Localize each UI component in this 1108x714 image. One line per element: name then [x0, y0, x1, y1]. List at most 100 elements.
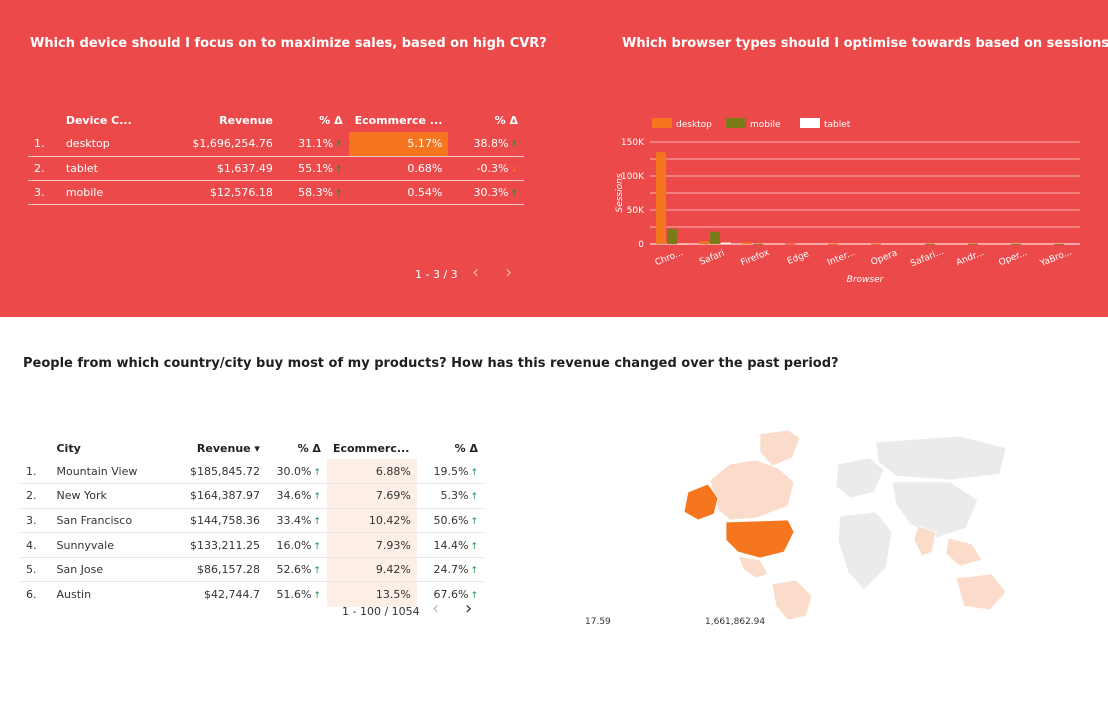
map-region-mexico[interactable] — [737, 555, 769, 579]
arrow-up-icon: ↑ — [335, 140, 343, 151]
conversion-value: 7.93% — [326, 532, 417, 558]
table-row[interactable]: 1. Mountain View $185,845.72 30.0% ↑ 6.88… — [20, 459, 484, 485]
browser-panel-title: Which browser types should I optimise to… — [622, 36, 1108, 51]
revenue-delta: 16.0% ↑ — [265, 532, 327, 558]
row-number: 3. — [28, 180, 60, 205]
legend-label: tablet — [824, 120, 851, 130]
city-name: Austin — [56, 588, 92, 602]
arrow-up-icon: ↑ — [470, 492, 478, 503]
map-region-asia[interactable] — [891, 481, 979, 539]
bar-tablet — [721, 242, 731, 244]
row-number-header — [28, 108, 60, 132]
conversion-header[interactable]: Ecommerc... — [332, 441, 410, 455]
legend-label: mobile — [750, 120, 781, 130]
row-number: 1. — [20, 459, 51, 485]
arrow-up-icon: ↑ — [313, 516, 321, 527]
revenue-delta: 52.6% ↑ — [265, 557, 327, 583]
table-row[interactable]: 2. New York $164,387.97 34.6% ↑ 7.69% 5.3… — [20, 483, 484, 509]
bar-mobile — [968, 243, 978, 245]
y-tick-label: 50K — [627, 206, 645, 216]
arrow-up-icon: ↑ — [335, 164, 343, 175]
legend-swatch — [652, 118, 672, 128]
x-tick-label: Firefox — [740, 248, 772, 269]
chevron-left-icon[interactable]: ‹ — [472, 262, 480, 283]
chevron-right-icon[interactable]: › — [465, 598, 473, 619]
revenue-value: $1,637.49 — [169, 156, 279, 181]
x-tick-label: Andr... — [955, 248, 986, 268]
map-region-australia[interactable] — [955, 573, 1007, 611]
row-number: 4. — [20, 532, 51, 558]
map-region-canada[interactable] — [709, 459, 795, 521]
device-pager-label: 1 - 3 / 3 — [415, 268, 458, 281]
revenue-header[interactable]: Revenue — [219, 113, 273, 127]
device-panel-title: Which device should I focus on to maximi… — [30, 36, 547, 51]
map-region-greenland[interactable] — [759, 429, 801, 467]
city-panel-title: People from which country/city buy most … — [23, 356, 839, 371]
bar-mobile — [753, 243, 763, 245]
x-tick-label: Chro... — [654, 248, 685, 268]
revenue-delta: 58.3% ↑ — [278, 180, 349, 205]
table-row[interactable]: 3. San Francisco $144,758.36 33.4% ↑ 10.4… — [20, 508, 484, 534]
device-name: desktop — [59, 132, 170, 157]
row-number-header — [20, 437, 50, 459]
x-tick-label: Oper... — [998, 248, 1029, 268]
chevron-left-icon[interactable]: ‹ — [432, 598, 440, 619]
conversion-delta-header[interactable]: % Δ — [494, 113, 518, 127]
x-tick-label: Safari... — [909, 247, 945, 269]
revenue-delta: 30.0% ↑ — [265, 459, 327, 485]
table-row[interactable]: 6. Austin $42,744.7 51.6% ↑ 13.5% 67.6% ↑ — [20, 581, 484, 607]
arrow-up-icon: ↑ — [470, 566, 478, 577]
bar-desktop — [699, 241, 709, 244]
arrow-up-icon: ↑ — [313, 566, 321, 577]
x-tick-label: Safari — [698, 249, 726, 268]
x-tick-label: Inter... — [826, 248, 857, 268]
revenue-delta: 31.1% ↑ — [278, 132, 349, 157]
revenue-header[interactable]: Revenue ▾ — [196, 441, 260, 455]
table-row[interactable]: 3. mobile $12,576.18 58.3% ↑ 0.54% 30.3% ↑ — [28, 180, 524, 205]
table-row[interactable]: 1. desktop $1,696,254.76 31.1% ↑ 5.17% 38… — [28, 132, 524, 157]
city-table: City Revenue ▾ % Δ Ecommerc... % Δ 1. Mo… — [20, 437, 484, 607]
legend-label: desktop — [676, 120, 712, 130]
city-name: San Jose — [50, 557, 173, 583]
city-name: Mountain View — [50, 459, 173, 485]
arrow-up-icon: ↑ — [470, 516, 478, 527]
conversion-value: 10.42% — [326, 508, 417, 534]
map-region-alaska[interactable] — [683, 483, 719, 521]
conversion-header[interactable]: Ecommerce ... — [354, 113, 443, 127]
row-number: 1. — [28, 132, 60, 157]
arrow-up-icon: ↑ — [313, 492, 321, 503]
row-number: 6. — [26, 588, 37, 602]
bar-desktop — [828, 243, 838, 245]
table-row[interactable]: 2. tablet $1,637.49 55.1% ↑ 0.68% -0.3% ↓ — [28, 156, 524, 181]
map-region-southeast-asia[interactable] — [945, 537, 983, 567]
map-region-india[interactable] — [913, 525, 937, 557]
revenue-delta: 55.1% ↑ — [278, 156, 349, 181]
map-region-usa[interactable] — [725, 519, 795, 559]
x-tick-label: Edge — [786, 249, 811, 267]
map-region-europe[interactable] — [835, 457, 885, 499]
device-table-header: Device C... Revenue % Δ Ecommerce ... % … — [28, 108, 524, 132]
bar-desktop — [656, 152, 666, 244]
revenue-delta-header[interactable]: % Δ — [297, 441, 321, 455]
y-tick-label: 100K — [621, 172, 645, 182]
arrow-up-icon: ↑ — [470, 591, 478, 602]
revenue-delta: 34.6% ↑ — [265, 483, 327, 509]
map-region-russia[interactable] — [875, 435, 1007, 481]
row-number: 5. — [20, 557, 51, 583]
conversion-delta: 14.4% ↑ — [416, 532, 484, 558]
map-region-africa[interactable] — [837, 511, 893, 591]
revenue-delta-header[interactable]: % Δ — [319, 113, 343, 127]
city-header[interactable]: City — [56, 441, 81, 455]
city-name: San Francisco — [50, 508, 173, 534]
conversion-delta: -0.3% ↓ — [448, 156, 524, 181]
chevron-right-icon[interactable]: › — [505, 262, 513, 283]
legend-swatch — [800, 118, 820, 128]
device-category-header[interactable]: Device C... — [65, 113, 132, 127]
row-number: 3. — [20, 508, 51, 534]
table-row[interactable]: 4. Sunnyvale $133,211.25 16.0% ↑ 7.93% 14… — [20, 532, 484, 558]
conversion-delta: 50.6% ↑ — [416, 508, 484, 534]
conversion-delta-header[interactable]: % Δ — [454, 441, 478, 455]
table-row[interactable]: 5. San Jose $86,157.28 52.6% ↑ 9.42% 24.7… — [20, 557, 484, 583]
map-region-south-america[interactable] — [771, 579, 813, 620]
arrow-up-icon: ↑ — [510, 188, 518, 199]
